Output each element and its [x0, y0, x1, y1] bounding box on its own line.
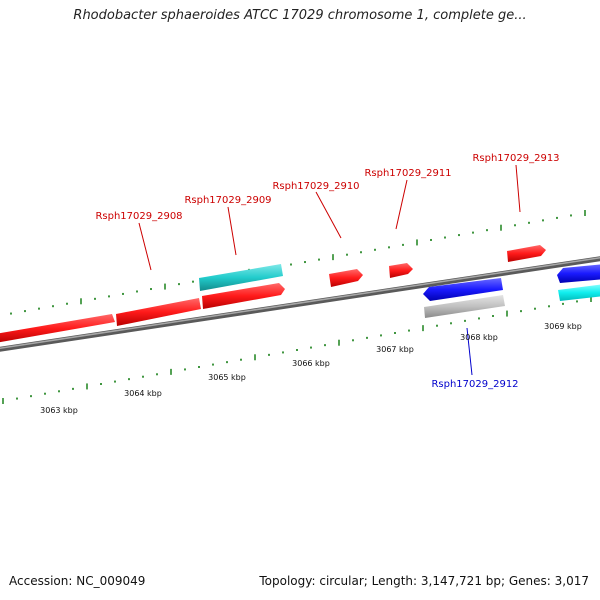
gene-feature-2910[interactable]	[329, 269, 363, 287]
gene-feature-2912[interactable]	[423, 278, 503, 301]
gene-feature-2911[interactable]	[389, 263, 413, 278]
scale-label-3065: 3065 kbp	[208, 373, 246, 382]
gene-feature-2913[interactable]	[507, 245, 546, 262]
gene-label-2913[interactable]: Rsph17029_2913	[472, 153, 559, 164]
gene-feature-2908-rna[interactable]	[199, 264, 283, 291]
map-title: Rhodobacter sphaeroides ATCC 17029 chrom…	[73, 8, 527, 23]
gene-label-2912[interactable]: Rsph17029_2912	[431, 379, 518, 390]
gene-feature-2906[interactable]	[0, 314, 115, 343]
upper-scale-ticks	[10, 210, 586, 315]
label-leaders	[138, 164, 521, 376]
gene-feature-2909[interactable]	[202, 283, 285, 309]
scale-label-3064: 3064 kbp	[124, 389, 162, 398]
gene-feature-2915-rna[interactable]	[558, 284, 600, 301]
gene-feature-2912-pseudo[interactable]	[424, 295, 505, 318]
scale-label-3063: 3063 kbp	[40, 406, 78, 415]
gene-feature-2907[interactable]	[116, 298, 201, 326]
gene-label-2911[interactable]: Rsph17029_2911	[364, 168, 451, 179]
accession-label: Accession: NC_009049	[9, 574, 146, 588]
scale-label-3066: 3066 kbp	[292, 359, 330, 368]
scale-label-3068: 3068 kbp	[460, 333, 498, 342]
lower-scale-ticks	[2, 296, 592, 404]
gene-label-2909[interactable]: Rsph17029_2909	[184, 195, 271, 206]
gene-label-2910[interactable]: Rsph17029_2910	[272, 181, 359, 192]
gene-label-2908[interactable]: Rsph17029_2908	[95, 211, 182, 222]
scale-label-3067: 3067 kbp	[376, 345, 414, 354]
genome-backbone	[0, 256, 600, 352]
gene-feature-2914[interactable]	[557, 264, 600, 283]
scale-label-3069: 3069 kbp	[544, 322, 582, 331]
genome-info-label: Topology: circular; Length: 3,147,721 bp…	[259, 574, 589, 588]
